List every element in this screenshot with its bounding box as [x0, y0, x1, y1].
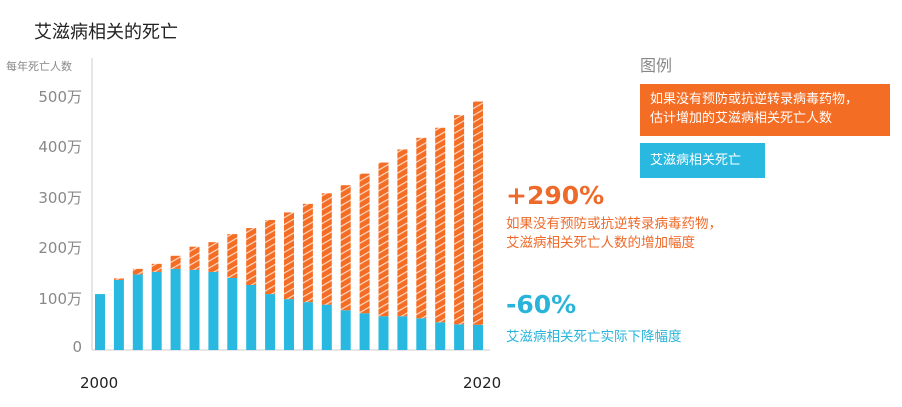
y-tick-label: 500万 [38, 88, 82, 106]
bar-estimated-additional-2002 [132, 268, 143, 275]
bar-estimated-additional-2016 [397, 149, 408, 317]
bar-estimated-additional-2014 [359, 173, 370, 314]
legend-item-estimated-additional-deaths: 如果没有预防或抗逆转录病毒药物， 估计增加的艾滋病相关死亡人数 [640, 84, 890, 136]
bar-actual-deaths-2009 [265, 294, 276, 350]
bar-actual-deaths-2007 [227, 277, 238, 350]
bar-actual-deaths-2008 [246, 285, 257, 350]
bar-actual-deaths-2011 [302, 302, 313, 350]
y-axis-label: 每年死亡人数 [6, 60, 72, 73]
bar-estimated-additional-2009 [265, 219, 276, 295]
annotation-line: 艾滋病相关死亡人数的增加幅度 [506, 235, 695, 251]
legend-label-line: 如果没有预防或抗逆转录病毒药物， [650, 92, 859, 107]
bar-actual-deaths-2002 [132, 274, 143, 350]
bar-actual-deaths-2013 [340, 310, 351, 350]
bar-actual-deaths-2001 [113, 279, 124, 350]
y-tick-label: 300万 [38, 188, 82, 207]
bar-estimated-additional-2012 [321, 193, 332, 305]
bar-estimated-additional-2019 [454, 115, 465, 325]
bar-actual-deaths-2017 [416, 318, 427, 350]
annotation-decrease-value: -60% [506, 290, 577, 319]
bar-estimated-additional-2006 [208, 242, 219, 272]
chart-title: 艾滋病相关的死亡 [34, 22, 178, 43]
bar-estimated-additional-2005 [189, 246, 200, 270]
y-tick-label: 200万 [38, 239, 82, 258]
x-tick-start: 2000 [80, 374, 119, 392]
bar-estimated-additional-2007 [227, 234, 238, 278]
bar-estimated-additional-2011 [302, 203, 313, 303]
bar-estimated-additional-2015 [378, 162, 389, 317]
bar-actual-deaths-2015 [378, 316, 389, 350]
bar-actual-deaths-2016 [397, 316, 408, 350]
y-tick-label: 100万 [38, 289, 82, 308]
legend-label-line: 估计增加的艾滋病相关死亡人数 [650, 111, 833, 126]
bar-actual-deaths-2003 [151, 271, 162, 350]
bar-actual-deaths-2010 [284, 299, 294, 350]
bar-estimated-additional-2017 [416, 137, 427, 319]
y-tick-label: 0 [72, 338, 82, 356]
legend-item-aids-deaths: 艾滋病相关死亡 [640, 143, 765, 178]
bar-actual-deaths-2020 [473, 324, 483, 350]
x-tick-end: 2020 [463, 374, 502, 392]
bar-actual-deaths-2012 [321, 304, 332, 350]
bar-actual-deaths-2019 [454, 324, 465, 350]
bar-actual-deaths-2004 [170, 268, 181, 350]
bar-estimated-additional-2013 [340, 185, 351, 311]
bar-actual-deaths-2005 [189, 269, 200, 350]
bar-estimated-additional-2018 [435, 127, 446, 323]
annotation-decrease-text: 艾滋病相关死亡实际下降幅度 [506, 329, 682, 345]
bar-actual-deaths-2000 [95, 294, 105, 350]
bar-actual-deaths-2014 [359, 313, 370, 350]
legend-title: 图例 [640, 56, 673, 75]
annotation-increase-text: 如果没有预防或抗逆转录病毒药物， 艾滋病相关死亡人数的增加幅度 [506, 215, 806, 253]
annotation-increase-value: +290% [506, 181, 605, 210]
bar-estimated-additional-2010 [284, 212, 294, 300]
bar-estimated-additional-2004 [170, 255, 181, 269]
bar-estimated-additional-2008 [246, 228, 257, 285]
y-tick-label: 400万 [38, 138, 82, 157]
bar-actual-deaths-2018 [435, 322, 446, 350]
bar-estimated-additional-2003 [151, 263, 162, 272]
annotation-line: 如果没有预防或抗逆转录病毒药物， [506, 216, 722, 232]
bar-estimated-additional-2001 [113, 278, 124, 280]
bar-actual-deaths-2006 [208, 271, 219, 350]
bar-estimated-additional-2020 [473, 101, 483, 325]
